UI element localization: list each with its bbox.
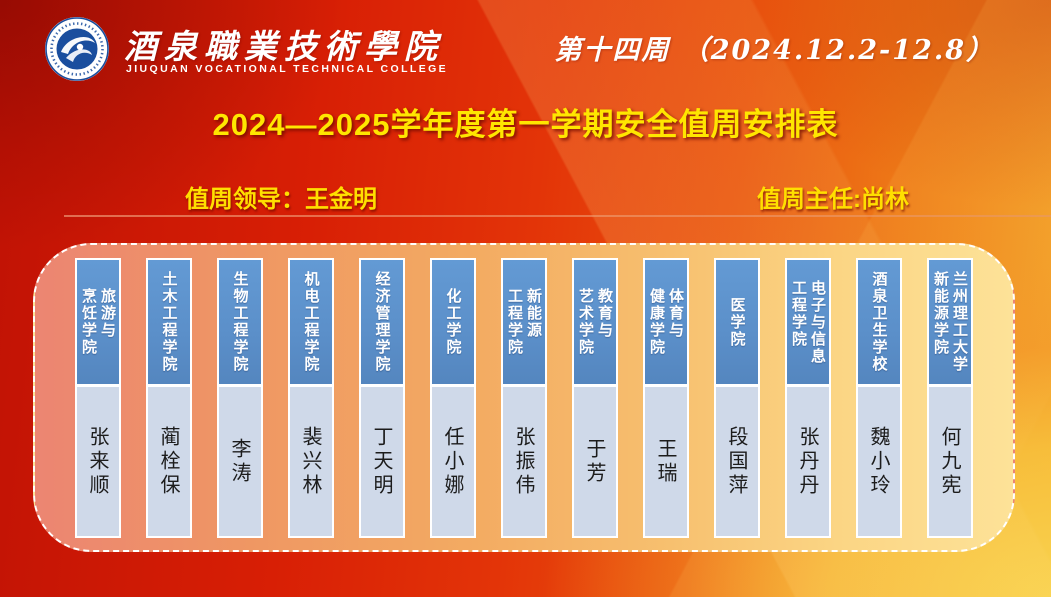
college-header-cell: 机电工程学院 <box>290 260 332 384</box>
college-header-cell: 经济管理学院 <box>361 260 403 384</box>
person-name-vertical: 任小娜 <box>441 425 465 498</box>
duty-director-label: 值周主任:尚林 <box>757 186 909 213</box>
horizontal-divider <box>64 215 1051 217</box>
college-name-chinese: 酒泉職業技術學院 <box>124 27 444 66</box>
duty-column: 经济管理学院 丁天明 <box>359 258 405 538</box>
college-header-cell: 体育与 健康学院 <box>645 260 687 384</box>
person-name-cell: 丁天明 <box>361 387 403 536</box>
duty-column: 旅游与 烹饪学院 张来顺 <box>75 258 121 538</box>
person-name-vertical: 张振伟 <box>512 425 536 498</box>
person-name-vertical: 李涛 <box>228 437 252 486</box>
week-range-label: 第十四周 （2024.12.2-12.8） <box>554 35 995 66</box>
college-name-vertical: 电子与信息 工程学院 <box>790 279 827 365</box>
college-header-cell: 生物工程学院 <box>219 260 261 384</box>
person-name-vertical: 张丹丹 <box>796 425 820 498</box>
person-name-cell: 张来顺 <box>77 387 119 536</box>
college-name-vertical: 机电工程学院 <box>302 271 321 373</box>
college-header-cell: 新能源 工程学院 <box>503 260 545 384</box>
college-name-vertical: 化工学院 <box>444 288 463 356</box>
duty-column: 体育与 健康学院 王瑞 <box>643 258 689 538</box>
duty-column: 医学院 段国萍 <box>714 258 760 538</box>
college-name-vertical: 经济管理学院 <box>373 271 392 373</box>
college-header-cell: 教育与 艺术学院 <box>574 260 616 384</box>
college-header-cell: 医学院 <box>716 260 758 384</box>
person-name-cell: 张振伟 <box>503 387 545 536</box>
duty-column: 电子与信息 工程学院 张丹丹 <box>785 258 831 538</box>
person-name-cell: 张丹丹 <box>787 387 829 536</box>
person-name-vertical: 何九宪 <box>938 425 962 498</box>
person-name-cell: 裴兴林 <box>290 387 332 536</box>
duty-column: 新能源 工程学院 张振伟 <box>501 258 547 538</box>
college-name-vertical: 土木工程学院 <box>160 271 179 373</box>
person-name-cell: 蔺栓保 <box>148 387 190 536</box>
college-name-vertical: 旅游与 烹饪学院 <box>80 288 117 356</box>
college-header-cell: 化工学院 <box>432 260 474 384</box>
person-name-vertical: 蔺栓保 <box>157 425 181 498</box>
college-name-vertical: 新能源 工程学院 <box>506 288 543 356</box>
college-header-cell: 电子与信息 工程学院 <box>787 260 829 384</box>
duty-column: 化工学院 任小娜 <box>430 258 476 538</box>
person-name-vertical: 丁天明 <box>370 425 394 498</box>
person-name-vertical: 于芳 <box>583 437 607 486</box>
duty-column: 兰州理工大学 新能源学院 何九宪 <box>927 258 973 538</box>
person-name-cell: 于芳 <box>574 387 616 536</box>
person-name-vertical: 魏小玲 <box>867 425 891 498</box>
duty-column: 土木工程学院 蔺栓保 <box>146 258 192 538</box>
page-title: 2024—2025学年度第一学期安全值周安排表 <box>212 107 839 142</box>
person-name-vertical: 张来顺 <box>86 425 110 498</box>
person-name-cell: 王瑞 <box>645 387 687 536</box>
person-name-cell: 段国萍 <box>716 387 758 536</box>
duty-schedule-board: 旅游与 烹饪学院 张来顺 土木工程学院 蔺栓保 生物工程学院 李涛 <box>33 243 1015 552</box>
person-name-cell: 李涛 <box>219 387 261 536</box>
duty-column: 教育与 艺术学院 于芳 <box>572 258 618 538</box>
college-name-vertical: 生物工程学院 <box>231 271 250 373</box>
duty-leader-label: 值周领导：王金明 <box>185 186 377 213</box>
college-name-vertical: 医学院 <box>728 296 747 348</box>
college-header-cell: 土木工程学院 <box>148 260 190 384</box>
person-name-vertical: 王瑞 <box>654 437 678 486</box>
duty-column: 机电工程学院 裴兴林 <box>288 258 334 538</box>
college-header-cell: 酒泉卫生学校 <box>858 260 900 384</box>
college-name-vertical: 教育与 艺术学院 <box>577 288 614 356</box>
leaders-row: 值周领导：王金明 值周主任:尚林 <box>0 179 1051 214</box>
person-name-cell: 何九宪 <box>929 387 971 536</box>
person-name-vertical: 段国萍 <box>725 425 749 498</box>
duty-column: 酒泉卫生学校 魏小玲 <box>856 258 902 538</box>
college-name-english: JIUQUAN VOCATIONAL TECHNICAL COLLEGE <box>126 63 449 75</box>
person-name-cell: 任小娜 <box>432 387 474 536</box>
college-name-vertical: 酒泉卫生学校 <box>870 271 889 373</box>
duty-column: 生物工程学院 李涛 <box>217 258 263 538</box>
college-header-cell: 兰州理工大学 新能源学院 <box>929 260 971 384</box>
college-name-vertical: 兰州理工大学 新能源学院 <box>932 271 969 373</box>
person-name-cell: 魏小玲 <box>858 387 900 536</box>
person-name-vertical: 裴兴林 <box>299 425 323 498</box>
college-name-vertical: 体育与 健康学院 <box>648 288 685 356</box>
college-emblem-icon <box>44 16 110 82</box>
college-header-cell: 旅游与 烹饪学院 <box>77 260 119 384</box>
